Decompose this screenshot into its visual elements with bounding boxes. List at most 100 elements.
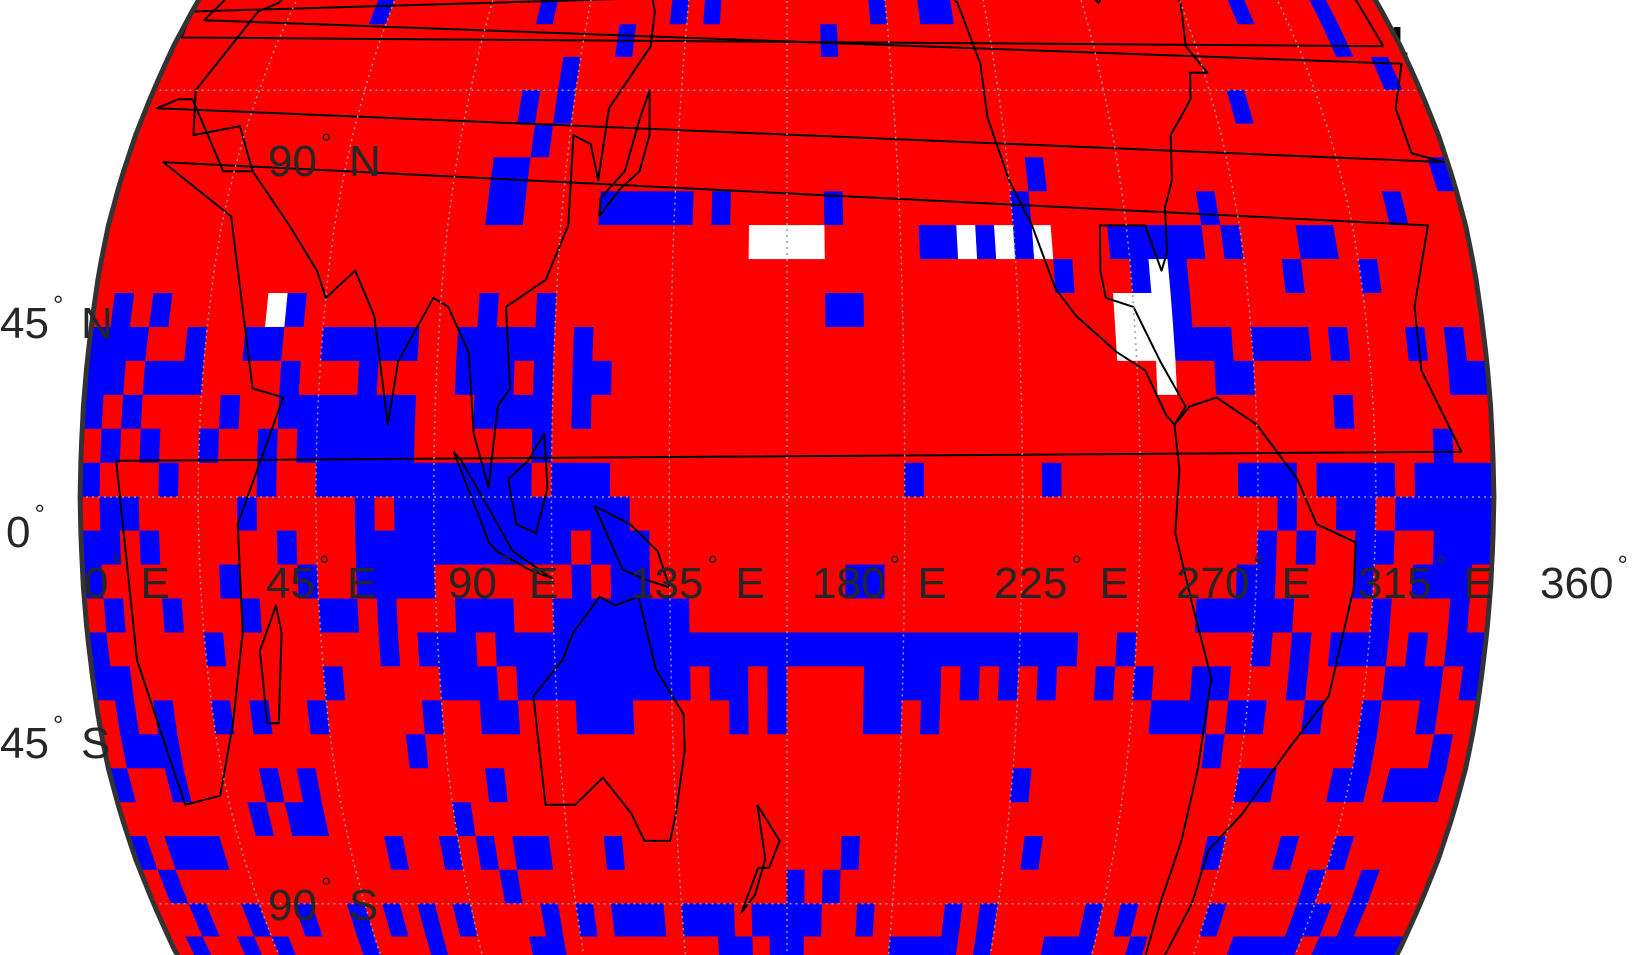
grid-cell [1100, 496, 1122, 532]
grid-cell [1159, 462, 1181, 498]
grid-cell [786, 836, 806, 871]
grid-cell [681, 903, 702, 938]
grid-cell [844, 360, 866, 396]
grid-cell [1189, 292, 1213, 328]
grid-cell [395, 394, 417, 430]
grid-cell [413, 496, 435, 532]
grid-cell [1194, 360, 1217, 396]
grid-cell [481, 225, 505, 260]
grid-cell [597, 936, 621, 955]
grid-cell [498, 259, 521, 294]
grid-cell [1139, 428, 1161, 464]
grid-cell [767, 360, 788, 396]
grid-cell [496, 666, 519, 702]
grid-cell [747, 428, 768, 464]
grid-cell [824, 225, 845, 260]
grid-cell [883, 326, 904, 362]
grid-cell [1136, 598, 1159, 634]
grid-cell [645, 903, 668, 938]
grid-cell [1050, 734, 1073, 769]
grid-cell [719, 0, 739, 25]
grid-cell [479, 700, 502, 735]
grid-cell [1120, 462, 1141, 498]
grid-cell [1304, 666, 1329, 702]
grid-cell [768, 869, 788, 905]
grid-cell [633, 259, 655, 294]
grid-cell [1155, 360, 1178, 396]
grid-cell [748, 666, 769, 702]
grid-cell [603, 123, 626, 158]
grid-cell [575, 700, 597, 735]
grid-cell [1020, 936, 1046, 955]
grid-cell [898, 768, 920, 803]
grid-cell [921, 632, 943, 668]
grid-cell [1321, 936, 1355, 955]
grid-cell [414, 394, 437, 430]
grid-cell [901, 292, 923, 328]
grid-cell [708, 496, 729, 532]
grid-cell [438, 666, 462, 702]
graticule [80, 0, 1494, 955]
grid-cell [613, 700, 636, 735]
grid-cell [1099, 428, 1121, 464]
grid-cell [962, 564, 984, 600]
grid-cell [900, 259, 922, 294]
grid-cell [1372, 394, 1395, 430]
grid-cell [999, 326, 1021, 362]
grid-cell [825, 666, 846, 702]
grid-cell [919, 259, 941, 294]
grid-cell [709, 259, 731, 294]
grid-cell [899, 734, 921, 769]
grid-cell [325, 700, 350, 735]
lon-label: 360°E [1540, 550, 1628, 608]
grid-cell [676, 836, 698, 871]
grid-cell [732, 869, 753, 905]
grid-cell [1389, 360, 1412, 396]
grid-cell [1211, 632, 1235, 668]
grid-cell [520, 225, 543, 260]
grid-cell [716, 903, 736, 938]
grid-cell [728, 326, 749, 362]
lon-label-number: 225 [994, 559, 1067, 608]
grid-cell [436, 632, 459, 668]
grid-cell [731, 836, 752, 871]
grid-cell [862, 259, 884, 294]
grid-cell [571, 360, 593, 396]
grid-cell [786, 530, 807, 566]
grid-cell [594, 259, 616, 294]
grid-cell [670, 292, 692, 328]
grid-cell [686, 0, 707, 25]
grid-cell [982, 428, 1004, 464]
grid-cell [960, 632, 982, 668]
grid-cell [688, 496, 709, 532]
grid-cell [836, 24, 857, 58]
grid-cell [1016, 292, 1039, 328]
grid-cell [982, 496, 1004, 532]
grid-cell [1037, 632, 1060, 668]
grid-cell [177, 496, 199, 532]
grid-cell [1069, 225, 1093, 260]
grid-cell [709, 666, 730, 702]
grid-cell [606, 869, 629, 905]
grid-cell [1078, 598, 1100, 634]
grid-cell [553, 326, 575, 362]
grid-cell [256, 462, 278, 498]
grid-cell [712, 802, 733, 837]
grid-cell [1003, 936, 1028, 955]
grid-cell [1237, 936, 1269, 955]
grid-cell [316, 394, 339, 430]
grid-cell [975, 734, 997, 769]
grid-cell [611, 632, 633, 668]
grid-cell [288, 936, 320, 955]
grid-cell [889, 56, 911, 91]
coastline-samerica [1141, 396, 1357, 955]
grid-cell [668, 462, 690, 498]
lon-label: 135 ° E [630, 550, 765, 608]
grid-cell [1041, 496, 1063, 532]
grid-cell [802, 0, 821, 25]
grid-cell [1153, 632, 1177, 668]
grid-cell [178, 530, 201, 566]
grid-cell [1057, 326, 1079, 362]
grid-cell [1016, 666, 1039, 702]
grid-cell [217, 428, 240, 464]
